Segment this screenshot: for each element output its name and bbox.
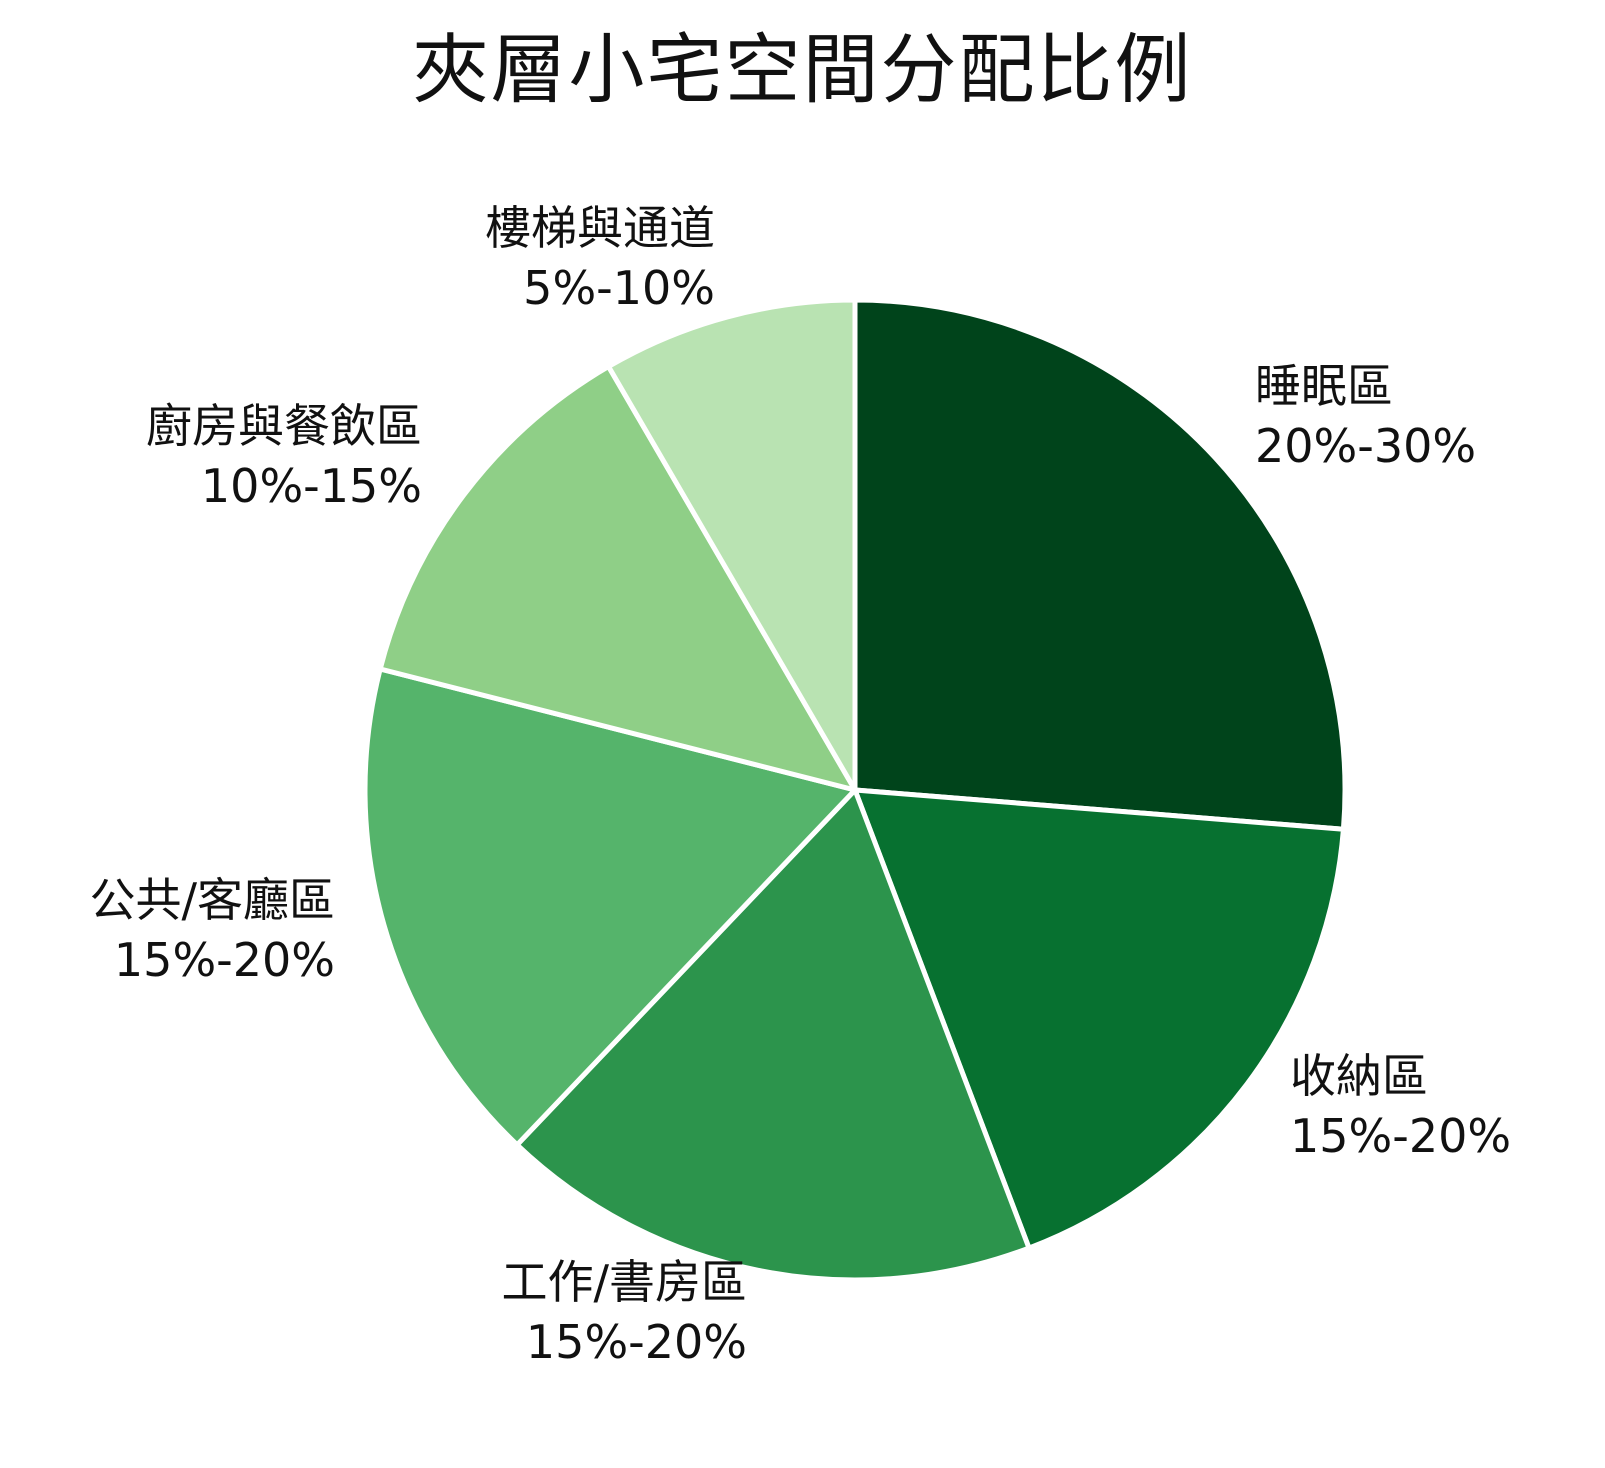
slice-range: 15%-20% [525, 1315, 747, 1369]
pie-slice [852, 787, 1346, 1251]
slice-label-stairs: 樓梯與通道 5%-10% [485, 198, 715, 318]
slice-range: 10%-15% [200, 459, 422, 513]
slice-range: 15%-20% [1290, 1109, 1512, 1163]
slice-name: 樓梯與通道 [485, 201, 715, 255]
pie-slice [606, 297, 858, 793]
pie-slice [514, 787, 1032, 1283]
slice-name: 廚房與餐飲區 [146, 399, 422, 453]
slice-label-living: 公共/客廳區 15%-20% [90, 870, 336, 990]
slice-label-storage: 收納區 15%-20% [1290, 1046, 1511, 1166]
slice-label-study: 工作/書房區 15%-20% [502, 1252, 748, 1372]
chart-title: 夾層小宅空間分配比例 [412, 25, 1193, 114]
pie-slice [377, 364, 858, 793]
slice-range: 20%-30% [1255, 419, 1477, 473]
slice-range: 15%-20% [113, 933, 335, 987]
slice-label-sleeping: 睡眠區 20%-30% [1255, 356, 1476, 476]
slice-range: 5%-10% [523, 261, 715, 315]
pie-slice [362, 666, 858, 1148]
slice-name: 睡眠區 [1255, 359, 1393, 413]
slice-name: 工作/書房區 [501, 1255, 748, 1309]
pie-slice [852, 297, 1348, 832]
slice-label-kitchen: 廚房與餐飲區 10%-15% [146, 396, 422, 516]
slice-name: 公共/客廳區 [89, 873, 336, 927]
slice-name: 收納區 [1290, 1049, 1428, 1103]
